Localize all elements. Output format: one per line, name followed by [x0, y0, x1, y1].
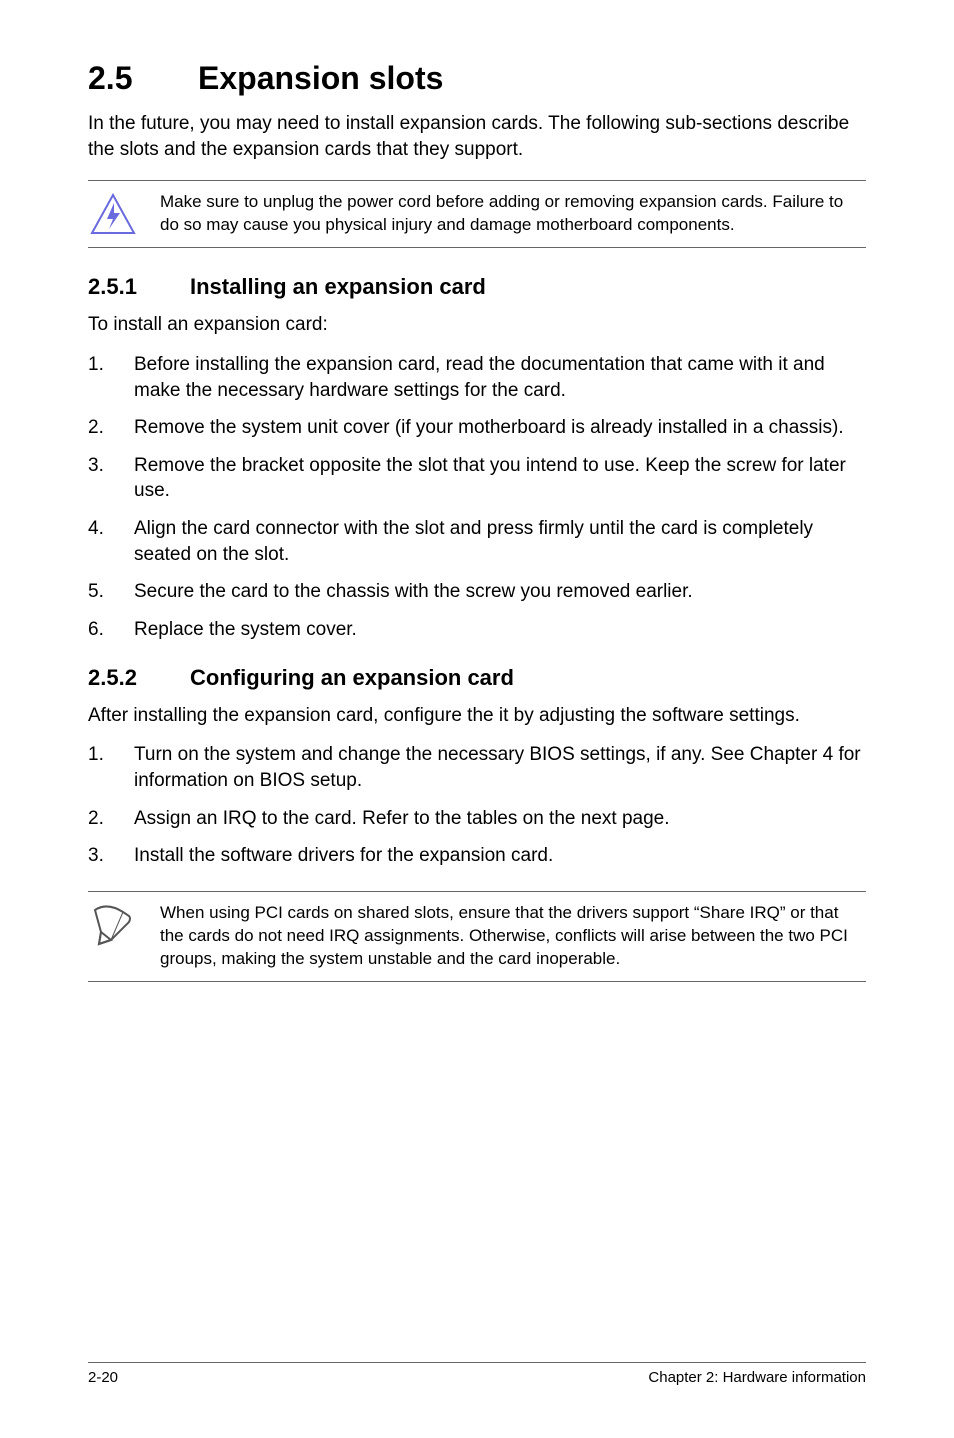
- step-number: 1.: [88, 352, 134, 403]
- list-item: 2.Remove the system unit cover (if your …: [88, 415, 866, 441]
- list-item: 3.Remove the bracket opposite the slot t…: [88, 453, 866, 504]
- page-footer: 2-20 Chapter 2: Hardware information: [88, 1362, 866, 1386]
- warning-text: Make sure to unplug the power cord befor…: [160, 191, 866, 237]
- note-text: When using PCI cards on shared slots, en…: [160, 902, 866, 971]
- note-callout: When using PCI cards on shared slots, en…: [88, 891, 866, 982]
- list-item: 6.Replace the system cover.: [88, 617, 866, 643]
- steps-list-1: 1.Before installing the expansion card, …: [88, 352, 866, 643]
- list-item: 2.Assign an IRQ to the card. Refer to th…: [88, 806, 866, 832]
- step-text: Before installing the expansion card, re…: [134, 352, 866, 403]
- subsection-heading-2: 2.5.2Configuring an expansion card: [88, 665, 866, 691]
- step-text: Align the card connector with the slot a…: [134, 516, 866, 567]
- step-number: 5.: [88, 579, 134, 605]
- pencil-note-icon: [88, 902, 138, 946]
- step-number: 6.: [88, 617, 134, 643]
- intro-paragraph: In the future, you may need to install e…: [88, 111, 866, 162]
- step-text: Secure the card to the chassis with the …: [134, 579, 866, 605]
- chapter-label: Chapter 2: Hardware information: [648, 1369, 866, 1386]
- page: 2.5Expansion slots In the future, you ma…: [0, 0, 954, 1438]
- step-number: 2.: [88, 415, 134, 441]
- list-item: 1.Turn on the system and change the nece…: [88, 742, 866, 793]
- step-text: Turn on the system and change the necess…: [134, 742, 866, 793]
- subsection-number: 2.5.1: [88, 274, 190, 300]
- lightning-icon: [88, 191, 138, 237]
- list-item: 4.Align the card connector with the slot…: [88, 516, 866, 567]
- subsection-title: Installing an expansion card: [190, 274, 486, 299]
- subsection-lead-2: After installing the expansion card, con…: [88, 703, 866, 729]
- section-heading: 2.5Expansion slots: [88, 60, 866, 97]
- subsection-lead-1: To install an expansion card:: [88, 312, 866, 338]
- list-item: 1.Before installing the expansion card, …: [88, 352, 866, 403]
- section-title: Expansion slots: [198, 60, 443, 96]
- step-number: 3.: [88, 843, 134, 869]
- list-item: 5.Secure the card to the chassis with th…: [88, 579, 866, 605]
- warning-callout: Make sure to unplug the power cord befor…: [88, 180, 866, 248]
- step-number: 2.: [88, 806, 134, 832]
- step-number: 3.: [88, 453, 134, 504]
- step-number: 4.: [88, 516, 134, 567]
- step-text: Remove the bracket opposite the slot tha…: [134, 453, 866, 504]
- subsection-title: Configuring an expansion card: [190, 665, 514, 690]
- step-text: Replace the system cover.: [134, 617, 866, 643]
- subsection-heading-1: 2.5.1Installing an expansion card: [88, 274, 866, 300]
- section-number: 2.5: [88, 60, 198, 97]
- step-text: Remove the system unit cover (if your mo…: [134, 415, 866, 441]
- steps-list-2: 1.Turn on the system and change the nece…: [88, 742, 866, 869]
- page-number: 2-20: [88, 1369, 118, 1386]
- step-text: Assign an IRQ to the card. Refer to the …: [134, 806, 866, 832]
- step-text: Install the software drivers for the exp…: [134, 843, 866, 869]
- subsection-number: 2.5.2: [88, 665, 190, 691]
- list-item: 3.Install the software drivers for the e…: [88, 843, 866, 869]
- step-number: 1.: [88, 742, 134, 793]
